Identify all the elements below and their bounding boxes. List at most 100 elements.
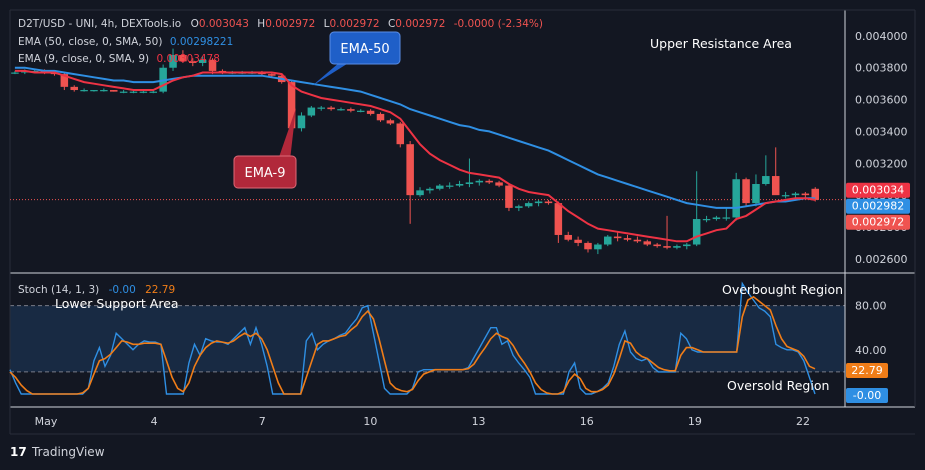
candle[interactable]: [11, 72, 19, 74]
candle[interactable]: [475, 180, 484, 183]
lower-support-label: Lower Support Area: [55, 296, 179, 311]
candle[interactable]: [673, 246, 681, 248]
candle[interactable]: [791, 193, 800, 196]
candle[interactable]: [129, 91, 138, 93]
candle[interactable]: [366, 110, 375, 114]
candle[interactable]: [505, 185, 513, 208]
candle[interactable]: [465, 182, 474, 184]
high-value: 0.002972: [265, 18, 315, 30]
candle[interactable]: [90, 90, 98, 92]
header-legend: D2T/USD - UNI, 4h, DEXTools.io O0.003043…: [18, 18, 543, 30]
candle[interactable]: [297, 115, 306, 129]
price-axis[interactable]: 0.004000 0.003800 0.003600 0.003400 0.003200…: [855, 30, 908, 266]
stoch-d-badge: [846, 363, 888, 378]
candle[interactable]: [762, 176, 770, 184]
candle[interactable]: [811, 188, 819, 200]
open-label: O: [191, 18, 199, 30]
candle[interactable]: [198, 59, 207, 63]
candle[interactable]: [337, 109, 345, 111]
tradingview-logo-icon: 17: [10, 445, 27, 459]
price-tick-label: 0.002600: [855, 253, 908, 266]
candle[interactable]: [633, 239, 642, 242]
upper-resistance-label: Upper Resistance Area: [650, 36, 792, 51]
open-value: 0.003043: [199, 18, 249, 30]
ema50-legend-label: EMA (50, close, 0, SMA, 50): [18, 36, 162, 48]
price-pane[interactable]: [10, 10, 845, 272]
candle[interactable]: [515, 206, 523, 208]
date-tick-label: 7: [259, 415, 266, 428]
close-price-badge-text: 0.002972: [852, 216, 905, 229]
candle[interactable]: [722, 217, 731, 219]
ema9-callout-pointer: [278, 108, 296, 160]
time-axis[interactable]: May 4 7 10 13 16 19 22: [35, 415, 810, 428]
candle[interactable]: [307, 107, 316, 116]
candle[interactable]: [149, 91, 158, 93]
candle[interactable]: [742, 179, 750, 204]
candle[interactable]: [613, 236, 622, 239]
candle[interactable]: [139, 91, 148, 93]
ema50-callout: EMA-50: [312, 31, 401, 86]
candle[interactable]: [485, 180, 493, 183]
candle[interactable]: [386, 120, 395, 124]
candle[interactable]: [712, 217, 721, 220]
candle[interactable]: [179, 55, 187, 62]
candle[interactable]: [268, 74, 276, 76]
stoch-legend: Stoch (14, 1, 3) -0.00 22.79: [18, 284, 175, 296]
candle[interactable]: [60, 74, 69, 87]
candle[interactable]: [623, 238, 632, 240]
candle[interactable]: [554, 203, 563, 235]
stoch-tick-label: 40.00: [855, 344, 887, 357]
candle[interactable]: [287, 82, 296, 129]
candle[interactable]: [406, 144, 414, 196]
candle[interactable]: [643, 241, 652, 245]
stoch-axis[interactable]: 80.00 40.00: [855, 300, 887, 357]
candle[interactable]: [189, 61, 197, 63]
candle[interactable]: [584, 242, 592, 250]
candle[interactable]: [683, 244, 691, 247]
candle[interactable]: [781, 195, 790, 197]
candle[interactable]: [663, 246, 671, 248]
candle[interactable]: [732, 179, 740, 218]
candle[interactable]: [702, 219, 711, 221]
candle[interactable]: [426, 188, 434, 191]
candle[interactable]: [564, 234, 572, 240]
candle[interactable]: [70, 86, 78, 91]
candle[interactable]: [801, 193, 810, 196]
candle[interactable]: [416, 190, 424, 196]
stoch-band: [10, 305, 845, 372]
ema9-legend-label: EMA (9, close, 0, SMA, 9): [18, 53, 149, 65]
stoch-d-badge-text: 22.79: [851, 364, 883, 377]
price-tick-label: 0.003800: [855, 62, 908, 75]
candle[interactable]: [524, 203, 533, 207]
candle[interactable]: [495, 182, 503, 186]
candle[interactable]: [80, 90, 88, 92]
candle[interactable]: [376, 113, 385, 121]
candle[interactable]: [534, 201, 543, 204]
candle[interactable]: [594, 244, 602, 250]
candle[interactable]: [771, 176, 780, 196]
candle[interactable]: [752, 184, 760, 204]
candle[interactable]: [119, 91, 128, 93]
date-tick-label: 16: [580, 415, 594, 428]
candle[interactable]: [356, 110, 365, 112]
candle[interactable]: [544, 201, 553, 204]
change-value: -0.0000 (-2.34%): [454, 18, 543, 30]
candle[interactable]: [396, 123, 405, 145]
candle[interactable]: [208, 59, 217, 71]
candle[interactable]: [692, 219, 701, 245]
candle[interactable]: [169, 55, 177, 68]
candle[interactable]: [604, 236, 612, 245]
candle[interactable]: [455, 184, 464, 186]
tradingview-logo[interactable]: 17 TradingView: [10, 445, 105, 459]
candle[interactable]: [327, 107, 335, 110]
candle[interactable]: [653, 244, 661, 247]
candle[interactable]: [445, 185, 454, 187]
candle[interactable]: [317, 107, 325, 109]
candle[interactable]: [100, 90, 108, 92]
ema9-price-badge-text: 0.003034: [852, 184, 905, 197]
candle[interactable]: [574, 239, 582, 243]
candle[interactable]: [347, 109, 355, 111]
candle[interactable]: [109, 90, 118, 92]
candle[interactable]: [436, 185, 444, 189]
